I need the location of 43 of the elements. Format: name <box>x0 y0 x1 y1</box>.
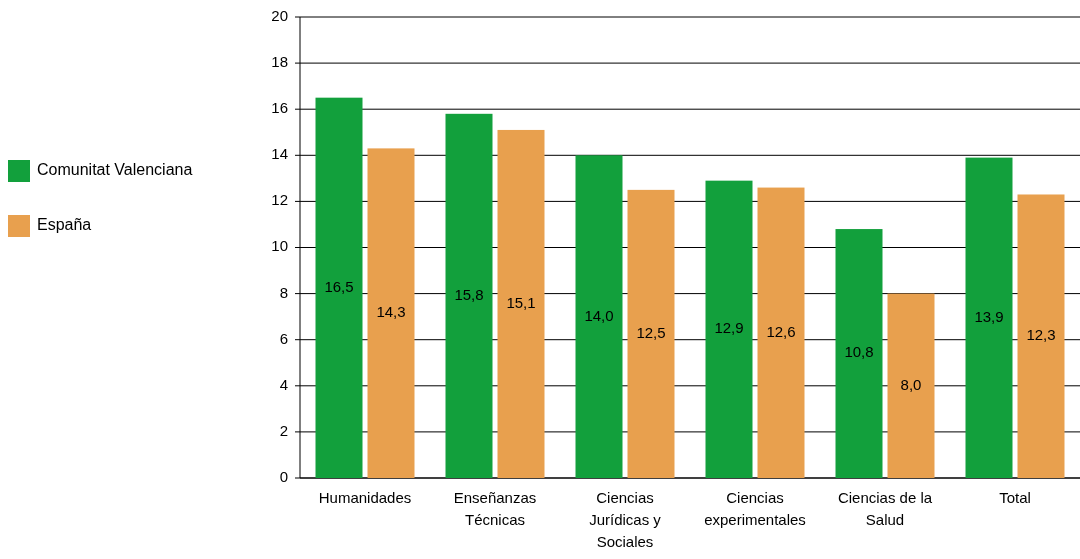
data-label: 12,3 <box>1026 326 1056 344</box>
data-label: 14,3 <box>376 303 406 321</box>
data-label: 12,9 <box>714 319 744 337</box>
y-tick-label: 6 <box>279 329 288 347</box>
data-label: 12,5 <box>636 323 666 341</box>
data-label: 15,1 <box>506 293 536 311</box>
x-tick-label: Ciencias experimentales <box>704 489 806 528</box>
data-label: 15,8 <box>454 285 484 303</box>
y-tick-label: 16 <box>271 99 288 117</box>
bar <box>835 229 883 478</box>
bar <box>315 97 363 478</box>
bar <box>575 155 623 478</box>
x-tick-label: Ciencias Jurídicas y Sociales <box>589 489 662 550</box>
bar <box>1017 194 1065 478</box>
y-tick-label: 20 <box>271 6 288 24</box>
y-tick-label: 14 <box>271 145 288 163</box>
y-tick-label: 10 <box>271 237 288 255</box>
x-tick-label: Enseñanzas Técnicas <box>453 489 537 528</box>
legend-label: Comunitat Valenciana <box>37 161 193 179</box>
x-tick-label: Total <box>999 489 1031 506</box>
bar <box>445 113 493 478</box>
x-tick-label: Humanidades <box>318 489 412 506</box>
data-label: 8,0 <box>900 375 922 393</box>
bar <box>705 180 753 478</box>
x-tick-label: Ciencias de la Salud <box>837 489 933 528</box>
data-label: 13,9 <box>974 307 1004 325</box>
bar <box>627 189 675 478</box>
bar <box>497 129 545 478</box>
data-label: 14,0 <box>584 306 614 324</box>
data-label: 16,5 <box>324 277 354 295</box>
y-tick-label: 8 <box>279 283 288 301</box>
data-label: 10,8 <box>844 343 874 361</box>
data-label: 12,6 <box>766 322 796 340</box>
bar <box>757 187 805 478</box>
bar <box>965 157 1013 478</box>
y-tick-label: 18 <box>271 53 288 71</box>
y-tick-label: 2 <box>279 421 288 439</box>
y-tick-label: 0 <box>279 467 288 485</box>
y-tick-label: 12 <box>271 191 288 209</box>
y-tick-label: 4 <box>279 375 288 393</box>
bar <box>367 148 415 478</box>
legend-label: España <box>37 216 92 234</box>
bar <box>887 293 935 478</box>
